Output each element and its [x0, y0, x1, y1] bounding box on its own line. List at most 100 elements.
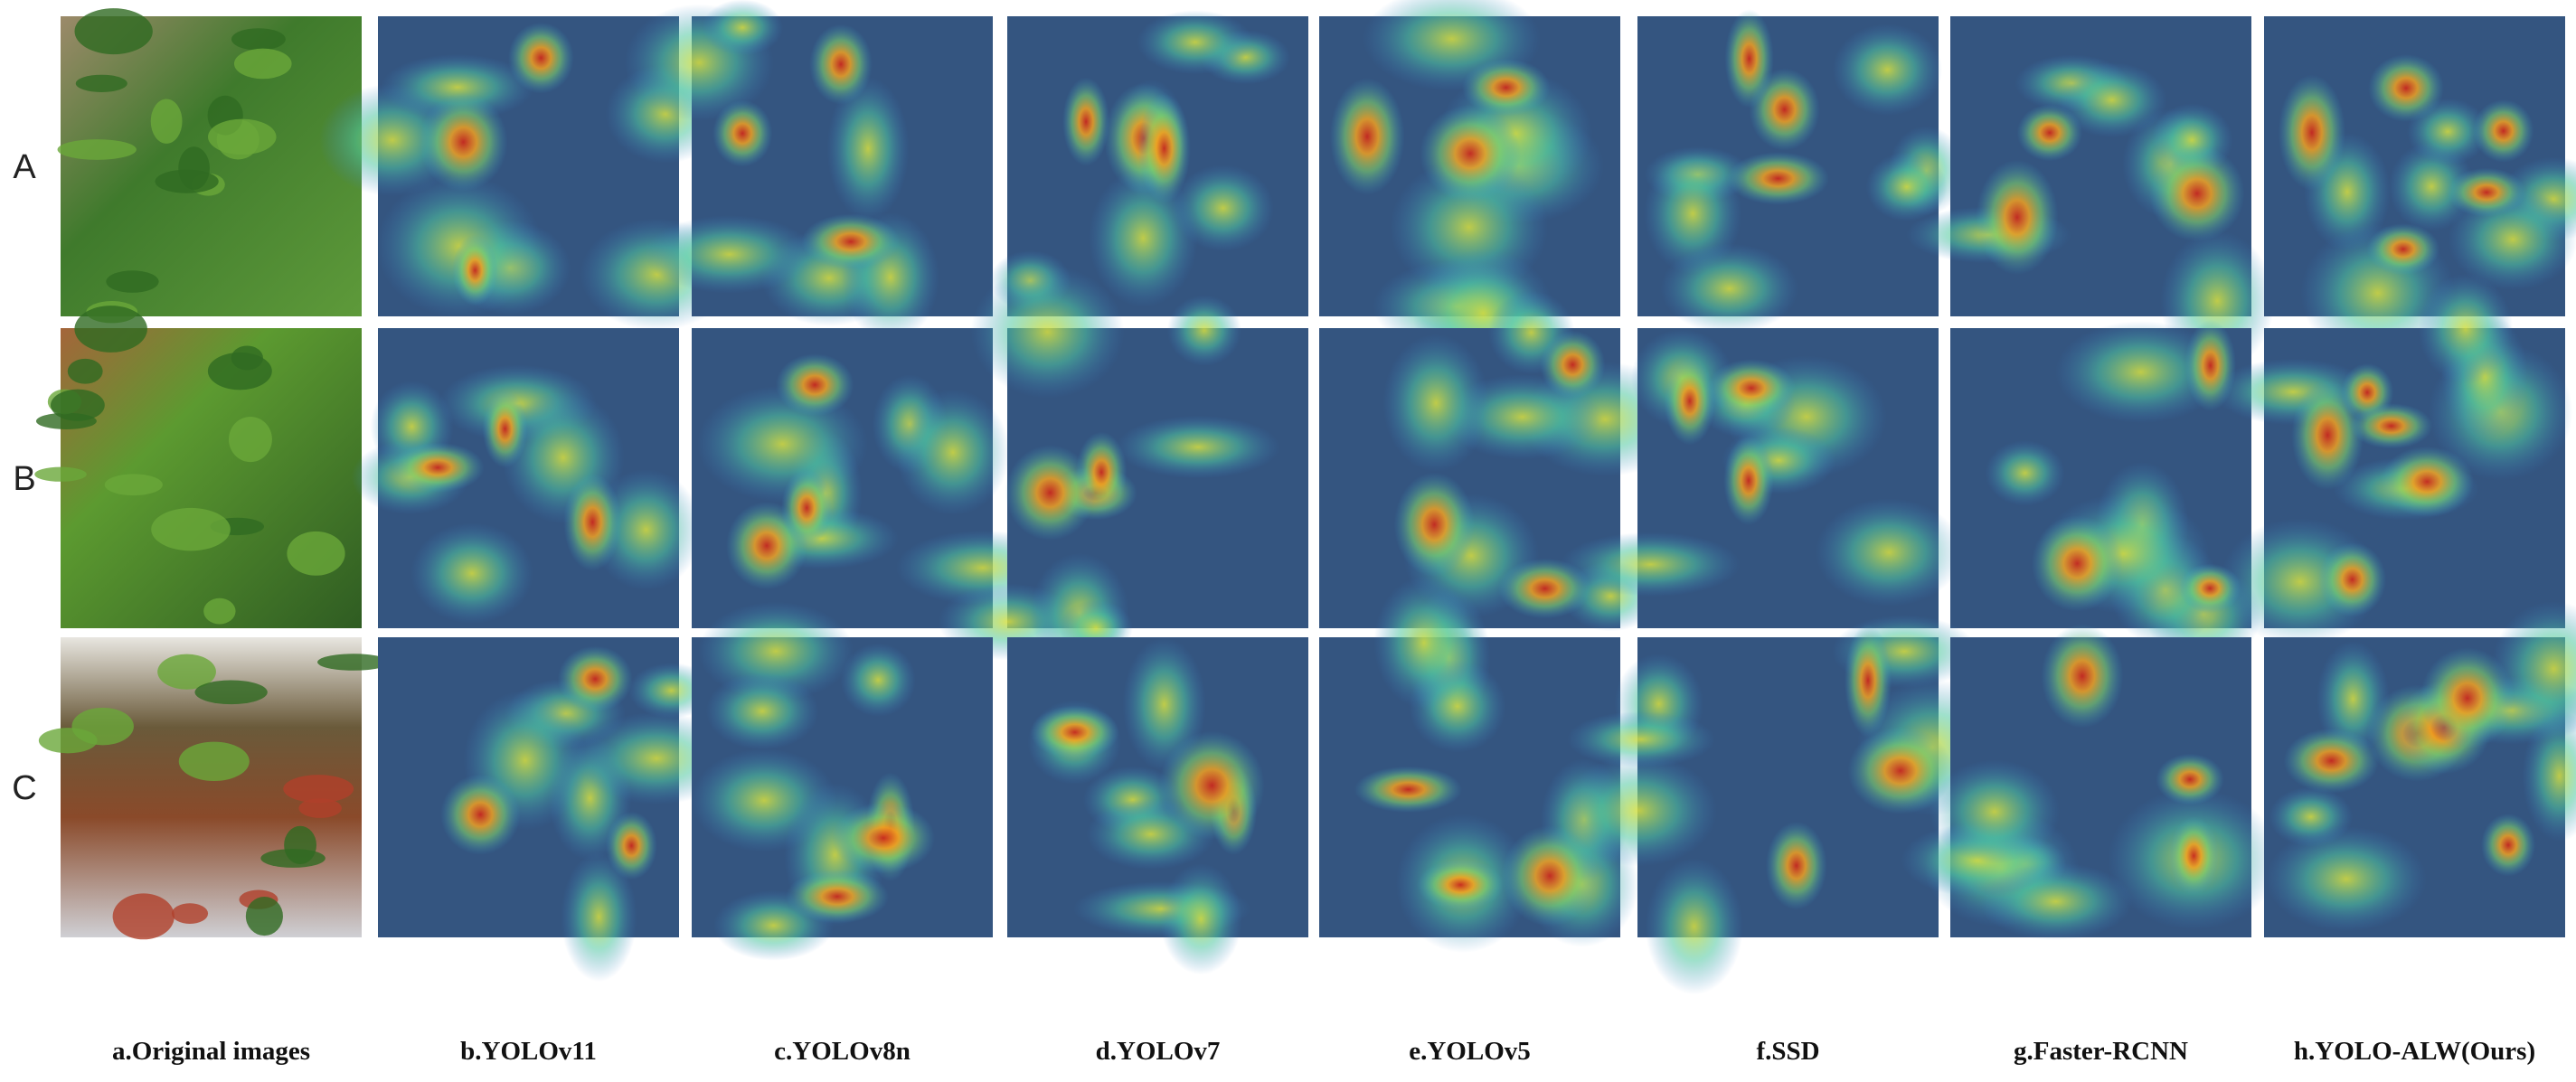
- leaf: [287, 531, 345, 576]
- leaf: [194, 680, 268, 705]
- warm-region: [895, 389, 1010, 516]
- hot-region: [1417, 859, 1505, 910]
- warm-region: [840, 643, 916, 717]
- row-label: B: [13, 460, 35, 498]
- column-caption: h.YOLO-ALW(Ours): [2294, 1037, 2535, 1066]
- leaf: [157, 654, 216, 690]
- hot-region: [1420, 105, 1521, 202]
- original-image: [34, 306, 362, 628]
- hot-region: [1501, 825, 1599, 927]
- hot-region: [1724, 9, 1774, 108]
- leaf: [71, 707, 134, 746]
- warm-region: [1832, 24, 1943, 117]
- leaf: [51, 389, 105, 421]
- hot-region: [2368, 54, 2444, 122]
- hot-region: [452, 234, 498, 306]
- warm-region: [705, 672, 819, 750]
- warm-region: [2057, 62, 2167, 138]
- hot-region: [2149, 145, 2245, 242]
- warm-region: [644, 215, 815, 294]
- warm-region: [1382, 334, 1489, 473]
- hot-region: [419, 92, 508, 192]
- warm-region: [410, 522, 533, 625]
- column-caption: f.SSD: [1756, 1037, 1819, 1066]
- warm-region: [1985, 440, 2065, 506]
- leaf: [228, 416, 272, 463]
- original-image: [38, 637, 390, 940]
- warm-region: [1166, 295, 1242, 366]
- hot-region: [2283, 728, 2380, 794]
- leaf: [74, 8, 153, 55]
- hot-region: [1137, 93, 1191, 204]
- hot-region: [831, 803, 936, 874]
- leaf: [104, 474, 163, 496]
- heatmap-image: [378, 637, 738, 982]
- column-caption: g.Faster-RCNN: [2014, 1037, 2188, 1066]
- hot-region: [2481, 814, 2536, 877]
- leaf: [106, 270, 159, 293]
- hot-region: [2318, 541, 2387, 617]
- hot-region: [2016, 104, 2083, 162]
- column-caption: c.YOLOv8n: [774, 1037, 911, 1066]
- warm-region: [1122, 637, 1206, 771]
- hot-region: [1158, 730, 1265, 841]
- heatmap-image: [938, 265, 1308, 673]
- heatmap-image: [2213, 273, 2573, 645]
- warm-region: [1560, 532, 1741, 597]
- warm-region: [1645, 858, 1743, 995]
- hot-region: [440, 774, 521, 855]
- warm-region: [1865, 152, 1948, 221]
- leaf: [155, 169, 219, 193]
- warm-region: [1373, 576, 1475, 710]
- hot-region: [2366, 223, 2440, 276]
- heatmap-image: [1637, 9, 1965, 334]
- leaf: [150, 99, 183, 144]
- warm-region: [2266, 826, 2427, 932]
- column-caption: e.YOLOv5: [1409, 1037, 1531, 1066]
- leaf: [34, 466, 87, 482]
- hot-region: [1540, 330, 1606, 400]
- hot-region: [775, 353, 854, 417]
- warm-region: [561, 851, 637, 982]
- leaf: [260, 849, 326, 868]
- warm-region: [1561, 754, 1717, 867]
- hot-region: [2156, 753, 2224, 805]
- leaf: [74, 306, 147, 353]
- heatmap-image: [1319, 576, 1639, 953]
- leaf: [298, 798, 342, 818]
- hot-region: [2278, 74, 2346, 191]
- hot-region: [482, 390, 528, 468]
- leaf: [171, 903, 209, 925]
- leaf: [233, 48, 292, 80]
- leaf: [75, 74, 127, 92]
- heatmap-image: [624, 0, 993, 343]
- leaf: [283, 775, 354, 804]
- row-label: A: [13, 148, 36, 186]
- hot-region: [1726, 152, 1829, 205]
- heatmap-image: [1319, 0, 1620, 379]
- hot-region: [1329, 78, 1405, 195]
- warm-region: [1929, 759, 2061, 864]
- hot-region: [2041, 624, 2124, 729]
- hot-region: [801, 213, 901, 270]
- warm-region: [1660, 243, 1798, 334]
- warm-region: [381, 53, 534, 121]
- warm-region: [1137, 10, 1253, 75]
- warm-region: [826, 76, 910, 221]
- warm-region: [698, 601, 854, 701]
- hot-region: [2031, 515, 2123, 612]
- warm-region: [1116, 415, 1280, 479]
- hot-region: [1723, 436, 1774, 525]
- leaf: [112, 893, 175, 940]
- warm-region: [702, 0, 784, 56]
- warm-region: [2418, 273, 2514, 384]
- warm-region: [970, 265, 1125, 399]
- hot-region: [1765, 821, 1827, 910]
- hot-region: [1062, 77, 1110, 166]
- warm-region: [1644, 153, 1742, 275]
- heatmap-image: [2264, 16, 2576, 362]
- heatmap-image: [1950, 319, 2262, 664]
- hot-region: [2473, 99, 2534, 163]
- original-image: [57, 8, 362, 324]
